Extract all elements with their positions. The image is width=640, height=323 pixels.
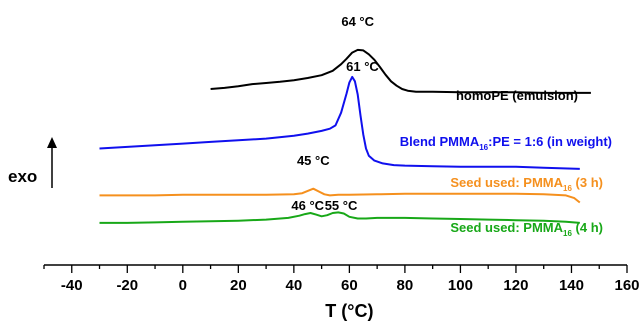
series-label-blend-curve: Blend PMMA16:PE = 1:6 (in weight) [400, 134, 612, 152]
peak-label: 55 °C [325, 198, 358, 213]
peak-label: 61 °C [346, 59, 379, 74]
x-tick-label: 0 [179, 277, 187, 294]
series-label-part: (4 h) [572, 220, 603, 235]
series-label-part: 16 [563, 229, 572, 238]
x-axis-title: T (°C) [325, 301, 373, 321]
series-line-seed-4h-curve [99, 211, 580, 224]
x-tick-label: -20 [116, 277, 138, 294]
y-axis-title-exo: exo [8, 167, 37, 186]
x-tick-label: 40 [286, 277, 303, 294]
series-label-part: 16 [479, 143, 488, 152]
x-axis-ticks: -40 -20 0 20 40 60 80 100 120 140 160 [43, 265, 640, 294]
x-tick-label: 60 [341, 277, 358, 294]
peak-label: 46 °C [291, 198, 324, 213]
series-label-part: Seed used: PMMA [450, 220, 563, 235]
series-label-part: Seed used: PMMA [450, 175, 563, 190]
x-tick-label: 20 [230, 277, 247, 294]
exo-arrow-head [47, 137, 57, 148]
exo-arrow [47, 137, 57, 188]
series-label-seed-3h-curve: Seed used: PMMA16 (3 h) [450, 175, 603, 193]
series-label-part: (3 h) [572, 175, 603, 190]
series-label-seed-4h-curve: Seed used: PMMA16 (4 h) [450, 220, 603, 238]
peak-label: 45 °C [297, 153, 330, 168]
x-tick-label: 80 [397, 277, 414, 294]
series-line-blend-curve [99, 75, 580, 170]
series-line-homope-curve [210, 48, 591, 94]
label-layer: 64 °C 61 °C 45 °C 46 °C 55 °C homoPE (emulsio… [291, 14, 612, 238]
series-label-part: 16 [563, 184, 572, 193]
x-tick-label: -40 [61, 277, 83, 294]
x-tick-label: 100 [448, 277, 473, 294]
x-tick-label: 160 [614, 277, 639, 294]
peak-label: 64 °C [341, 14, 374, 29]
series-label-part: :PE = 1:6 (in weight) [488, 134, 612, 149]
series-layer [99, 48, 591, 224]
series-label-part: Blend PMMA [400, 134, 480, 149]
series-line-seed-3h-curve [99, 187, 581, 204]
series-label-homope-curve: homoPE (emulsion) [456, 88, 578, 103]
x-tick-label: 140 [559, 277, 584, 294]
x-tick-label: 120 [503, 277, 528, 294]
